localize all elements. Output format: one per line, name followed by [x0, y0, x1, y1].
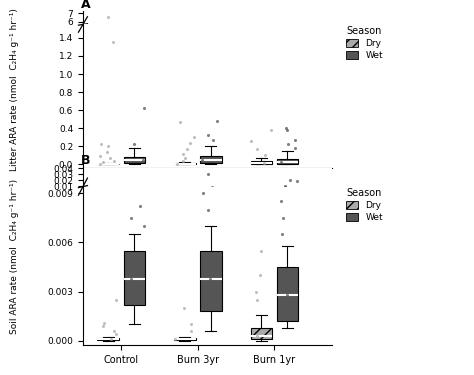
Point	[281, 183, 289, 189]
Text: A: A	[81, 0, 90, 10]
Point	[109, 39, 117, 45]
Point	[187, 321, 194, 327]
Point	[262, 152, 269, 158]
Point	[105, 14, 112, 20]
Point	[140, 223, 148, 229]
Point	[96, 153, 104, 159]
Point	[204, 207, 212, 213]
Point	[110, 328, 118, 334]
PathPatch shape	[200, 156, 221, 163]
Point	[258, 248, 265, 254]
Point	[100, 320, 108, 326]
Point	[139, 157, 147, 163]
PathPatch shape	[277, 267, 298, 321]
Point	[180, 305, 188, 311]
Point	[127, 276, 135, 282]
Point	[138, 292, 146, 298]
Legend: Dry, Wet: Dry, Wet	[346, 188, 383, 222]
PathPatch shape	[124, 158, 145, 163]
Point	[171, 336, 179, 342]
Point	[213, 118, 220, 124]
Point	[199, 157, 206, 163]
Text: B: B	[81, 154, 90, 167]
Point	[99, 323, 107, 329]
PathPatch shape	[200, 251, 221, 311]
PathPatch shape	[200, 189, 221, 191]
Point	[110, 158, 118, 164]
Point	[106, 155, 114, 161]
Point	[209, 137, 217, 143]
Point	[254, 333, 261, 339]
PathPatch shape	[124, 74, 145, 75]
PathPatch shape	[174, 338, 195, 340]
Point	[173, 161, 181, 167]
Point	[284, 141, 292, 147]
Text: Litter ARA rate (nmol  C₂H₄ g⁻¹ hr⁻¹): Litter ARA rate (nmol C₂H₄ g⁻¹ hr⁻¹)	[10, 8, 18, 171]
Point	[204, 171, 211, 177]
Point	[131, 141, 138, 147]
Point	[136, 203, 144, 209]
Point	[177, 119, 184, 125]
Point	[253, 289, 260, 295]
Point	[205, 132, 212, 138]
PathPatch shape	[277, 159, 298, 164]
Point	[140, 105, 147, 111]
Point	[283, 127, 291, 133]
Point	[104, 143, 111, 149]
Point	[199, 190, 207, 196]
Point	[112, 332, 120, 338]
PathPatch shape	[98, 338, 119, 340]
Point	[254, 146, 261, 152]
Point	[206, 276, 213, 282]
Point	[292, 137, 299, 143]
Point	[279, 215, 286, 221]
PathPatch shape	[251, 328, 272, 339]
Point	[128, 289, 136, 295]
Point	[282, 125, 290, 131]
Point	[267, 127, 274, 133]
Point	[277, 198, 285, 204]
Point	[103, 149, 110, 155]
Point	[187, 328, 195, 334]
PathPatch shape	[251, 162, 272, 164]
Point	[107, 336, 115, 342]
Point	[99, 159, 107, 165]
Point	[277, 159, 285, 165]
Point	[182, 146, 190, 152]
Point	[180, 151, 187, 157]
Point	[278, 231, 286, 237]
Point	[283, 292, 291, 298]
Point	[179, 158, 186, 164]
Point	[182, 155, 189, 161]
Point	[208, 183, 215, 189]
PathPatch shape	[277, 74, 298, 75]
Point	[127, 215, 135, 221]
Point	[291, 145, 299, 151]
PathPatch shape	[277, 189, 298, 192]
Point	[253, 297, 261, 303]
Legend: Dry, Wet: Dry, Wet	[346, 26, 383, 60]
PathPatch shape	[200, 74, 221, 75]
Point	[190, 134, 198, 140]
Text: Soil ARA rate (nmol  C₂H₄ g⁻¹ hr⁻¹): Soil ARA rate (nmol C₂H₄ g⁻¹ hr⁻¹)	[10, 179, 18, 334]
Point	[96, 161, 104, 167]
Point	[256, 272, 264, 278]
Point	[293, 178, 301, 184]
PathPatch shape	[124, 251, 145, 305]
Point	[286, 177, 294, 183]
PathPatch shape	[124, 189, 145, 191]
Point	[98, 141, 105, 147]
Point	[247, 138, 255, 144]
Point	[186, 140, 193, 146]
Point	[281, 183, 289, 189]
Point	[112, 297, 119, 303]
Point	[261, 160, 268, 166]
